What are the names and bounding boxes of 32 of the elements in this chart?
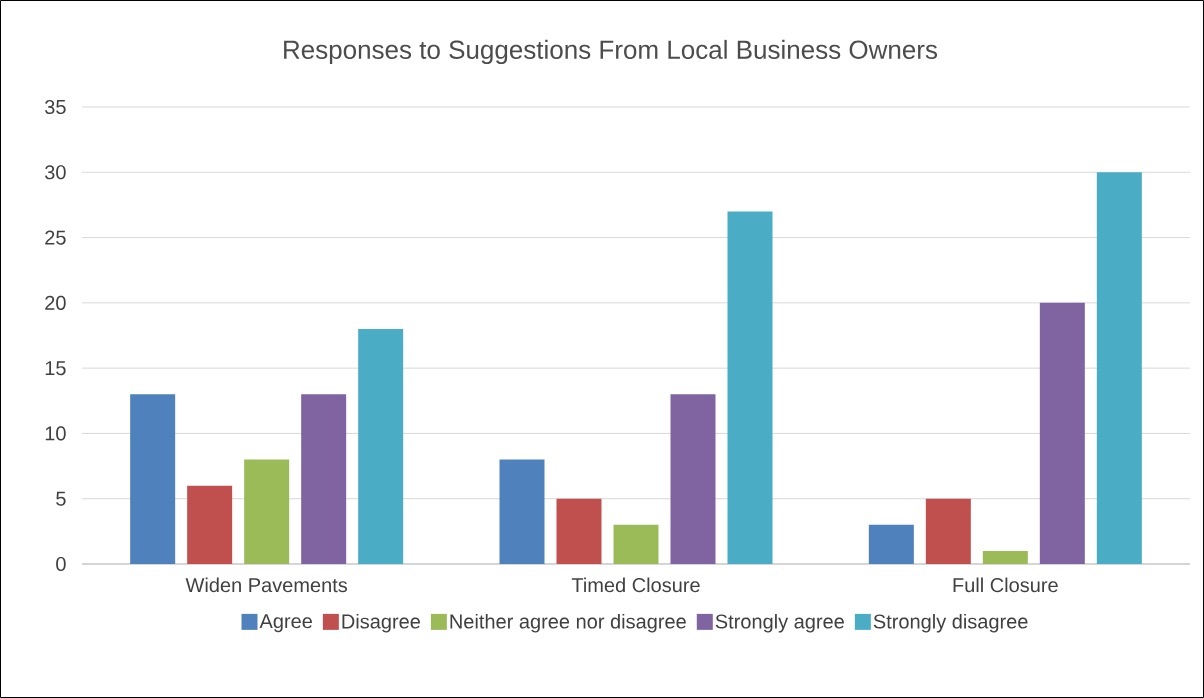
y-tick-label: 25 (45, 230, 66, 245)
bar (556, 498, 602, 564)
legend-label: Strongly agree (715, 613, 844, 633)
y-tick-label: 20 (45, 295, 66, 310)
bar (244, 459, 290, 564)
bar (187, 485, 233, 564)
bar (301, 394, 347, 564)
x-tick-label: Timed Closure (571, 577, 700, 593)
bar (727, 211, 773, 564)
legend-label: Disagree (342, 613, 420, 633)
y-tick-label: 5 (56, 491, 66, 506)
bar (499, 459, 545, 564)
legend-label: Agree (259, 614, 312, 633)
bar (1096, 172, 1142, 564)
y-tick-label: 30 (45, 165, 66, 180)
y-tick-label: 35 (45, 99, 66, 115)
x-tick-label: Widen Pavements (185, 577, 348, 593)
y-tick-label: 10 (45, 426, 66, 441)
legend-label: Neither agree nor disagree (450, 613, 686, 633)
y-tick-label: 0 (56, 556, 66, 572)
bar (982, 550, 1028, 564)
bar (868, 524, 914, 564)
bar (613, 524, 659, 564)
bar (358, 328, 404, 564)
chart-title: Responses to Suggestions From Local Business Owners (284, 39, 938, 65)
y-tick-label: 15 (45, 361, 66, 376)
bar (670, 394, 716, 564)
bar (925, 498, 971, 564)
x-tick-label: Full Closure (953, 577, 1058, 593)
legend-label: Strongly disagree (873, 613, 1028, 633)
bar (130, 394, 176, 564)
bar (1039, 302, 1085, 564)
